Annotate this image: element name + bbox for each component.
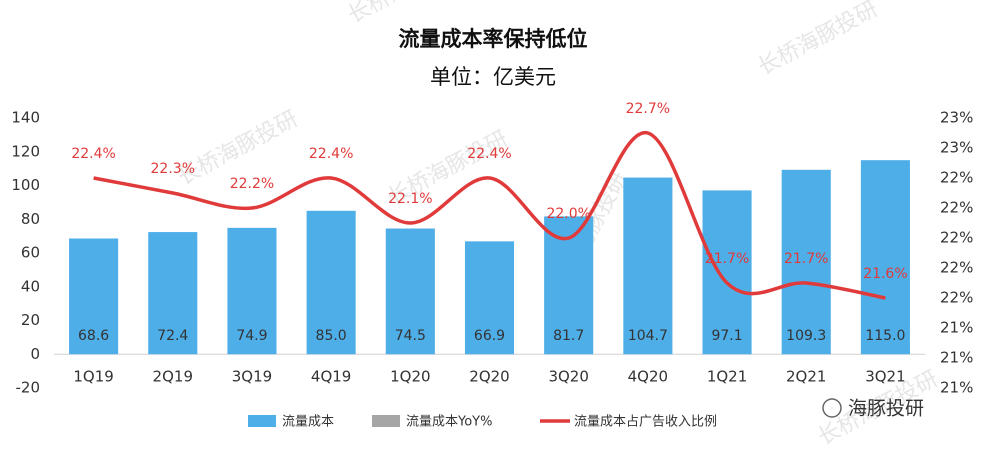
line-label: 22.4%: [467, 146, 511, 162]
y-tick-label: 100: [11, 176, 40, 194]
bar-label: 81.7: [553, 328, 584, 344]
y2-tick-label: 23%: [940, 109, 973, 127]
line-label: 22.0%: [546, 206, 590, 222]
x-tick-label: 1Q20: [390, 368, 430, 386]
y-tick-label: 40: [21, 277, 40, 295]
bar-label: 66.9: [474, 328, 505, 344]
bar: [306, 210, 356, 355]
chart-title: 流量成本率保持低位: [399, 27, 588, 51]
y-tick-label: 0: [30, 345, 40, 363]
line-label: 22.4%: [71, 146, 115, 162]
line-label: 22.4%: [309, 146, 353, 162]
y-tick-label: 60: [21, 244, 40, 262]
watermark: 长桥海豚投研: [344, 0, 472, 29]
line-label: 21.6%: [863, 266, 907, 282]
y2-tick-label: 22%: [940, 199, 973, 217]
x-tick-label: 3Q20: [548, 368, 588, 386]
x-tick-label: 4Q20: [628, 368, 668, 386]
x-tick-label: 3Q21: [865, 368, 905, 386]
y2-tick-label: 22%: [940, 229, 973, 247]
y2-tick-label: 21%: [940, 349, 973, 367]
y-tick-label: 20: [21, 311, 40, 329]
y-tick-label: 80: [21, 210, 40, 228]
line-label: 21.7%: [705, 251, 749, 267]
x-tick-label: 1Q21: [707, 368, 747, 386]
y2-tick-label: 22%: [940, 289, 973, 307]
bar: [781, 169, 831, 355]
y2-tick-label: 22%: [940, 169, 973, 187]
logo-icon: [822, 398, 842, 418]
bar-label: 85.0: [316, 328, 347, 344]
bar: [227, 227, 277, 355]
line-label: 22.7%: [626, 101, 670, 117]
line: [93, 131, 886, 300]
legend-label: 流量成本: [282, 415, 334, 430]
x-tick-label: 3Q19: [232, 368, 272, 386]
legend-swatch: [372, 415, 400, 427]
bar: [702, 190, 752, 355]
bar: [69, 238, 119, 355]
x-tick-label: 4Q19: [311, 368, 351, 386]
x-tick-label: 2Q19: [153, 368, 193, 386]
chart-subtitle: 单位：亿美元: [430, 65, 556, 89]
x-tick-label: 1Q19: [73, 368, 113, 386]
bar-label: 104.7: [628, 328, 668, 344]
y-tick-label: 120: [11, 142, 40, 160]
y-tick-label: 140: [11, 109, 40, 127]
bar: [860, 160, 910, 355]
bar-label: 97.1: [711, 328, 742, 344]
bar-label: 74.5: [395, 328, 426, 344]
bar-label: 74.9: [236, 328, 267, 344]
line-label: 22.2%: [230, 176, 274, 192]
bar-label: 68.6: [78, 328, 109, 344]
y2-tick-label: 21%: [940, 379, 973, 397]
bar-label: 72.4: [157, 328, 188, 344]
bar-label: 115.0: [865, 328, 905, 344]
y2-tick-label: 23%: [940, 139, 973, 157]
legend-label: 流量成本占广告收入比例: [574, 415, 717, 430]
x-tick-label: 2Q21: [786, 368, 826, 386]
legend-label: 流量成本YoY%: [406, 415, 492, 430]
logo-text: 海豚投研: [848, 398, 924, 420]
y-tick-label: -20: [16, 379, 41, 397]
bar: [464, 241, 515, 355]
x-tick-label: 2Q20: [469, 368, 509, 386]
line-label: 22.3%: [151, 161, 195, 177]
line-label: 22.1%: [388, 191, 432, 207]
legend-swatch: [248, 415, 276, 427]
bar-label: 109.3: [786, 328, 826, 344]
line-label: 21.7%: [784, 251, 828, 267]
bar: [148, 232, 198, 355]
watermark: 长桥海豚投研: [754, 0, 882, 81]
y2-tick-label: 21%: [940, 319, 973, 337]
y2-tick-label: 22%: [940, 259, 973, 277]
bar: [623, 177, 673, 355]
logo: 海豚投研: [822, 398, 924, 420]
bar: [385, 228, 435, 355]
